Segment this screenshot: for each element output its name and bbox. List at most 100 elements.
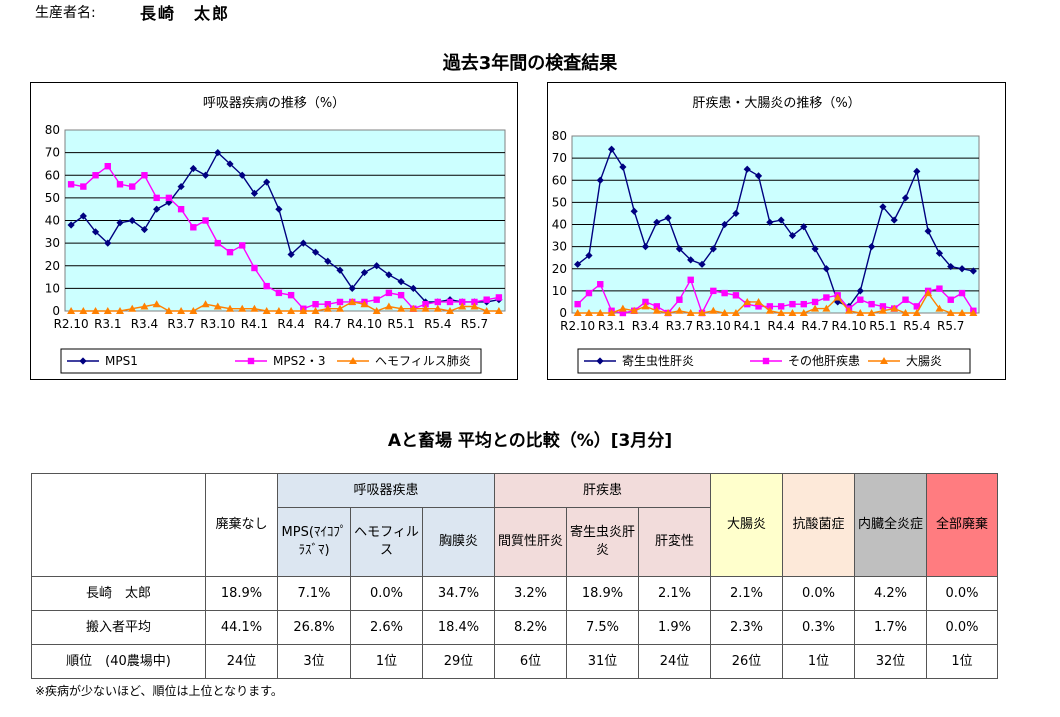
data-point xyxy=(879,203,887,211)
data-point xyxy=(409,284,417,292)
data-point xyxy=(947,296,954,303)
x-tick-label: R4.4 xyxy=(277,317,304,331)
data-point xyxy=(935,249,944,257)
cell: 8.2% xyxy=(494,610,567,645)
respiratory-chart: 呼吸器疾病の推移（%） 0 10 20 30 40 50 60 70 80 R2.10 R3.1 R3.… xyxy=(30,82,518,380)
cell: 7.5% xyxy=(566,610,639,645)
data-point xyxy=(483,296,490,303)
data-point xyxy=(710,287,717,295)
data-point xyxy=(766,218,774,226)
x-tick-label: R3.4 xyxy=(632,319,659,333)
data-point xyxy=(765,306,774,314)
table-row: 順位 (40農場中) 24位 3位 1位 29位 6位 31位 24位 26位 … xyxy=(31,644,998,679)
y-tick-label: 60 xyxy=(552,173,567,187)
data-point xyxy=(867,309,876,316)
data-point xyxy=(709,245,717,253)
legend-marker xyxy=(880,357,888,364)
legend-label: その他肝疾患 xyxy=(788,353,860,368)
data-point xyxy=(924,289,933,297)
data-point xyxy=(324,301,331,308)
data-point xyxy=(856,287,864,295)
data-point xyxy=(946,309,955,316)
data-point xyxy=(470,302,479,310)
data-point xyxy=(969,309,978,316)
col-haiki-nashi: 廃棄なし xyxy=(205,473,278,577)
data-point xyxy=(434,298,441,306)
x-tick-label: R4.4 xyxy=(767,319,794,333)
data-point xyxy=(250,304,259,312)
data-point xyxy=(103,307,112,314)
cell: 26位 xyxy=(710,644,783,679)
legend-marker xyxy=(79,357,87,365)
data-point xyxy=(458,302,467,310)
data-point xyxy=(311,307,320,314)
data-point xyxy=(494,307,503,314)
data-point xyxy=(958,289,966,297)
data-point xyxy=(913,303,921,310)
cell: 18.9% xyxy=(566,576,639,611)
cell: 32位 xyxy=(854,644,927,679)
data-point xyxy=(653,303,660,310)
data-point xyxy=(214,239,221,247)
data-point xyxy=(336,298,344,306)
legend-marker xyxy=(349,357,357,364)
data-point xyxy=(164,307,173,314)
data-point xyxy=(823,294,830,301)
cell: 1位 xyxy=(926,644,998,679)
cell: 2.1% xyxy=(638,576,711,611)
data-point xyxy=(811,298,819,306)
row-label: 長崎 太郎 xyxy=(31,576,206,611)
legend-label: 大腸炎 xyxy=(906,354,942,368)
data-point xyxy=(720,309,729,316)
data-point xyxy=(924,227,932,235)
data-point xyxy=(104,163,111,170)
legend-label: ヘモフィルス肺炎 xyxy=(375,354,471,368)
data-point xyxy=(800,300,807,308)
data-point xyxy=(732,292,740,299)
data-point xyxy=(226,304,234,312)
data-point xyxy=(67,221,75,229)
data-point xyxy=(471,298,478,306)
data-point xyxy=(373,262,381,270)
data-point xyxy=(287,291,295,299)
data-point xyxy=(79,212,87,220)
data-point xyxy=(202,217,209,224)
data-point xyxy=(141,172,148,179)
y-tick-label: 70 xyxy=(45,146,60,160)
cell: 2.3% xyxy=(710,610,783,645)
x-tick-label: R5.1 xyxy=(869,319,896,333)
data-point xyxy=(584,309,593,316)
data-point xyxy=(607,309,616,316)
data-point xyxy=(664,309,673,316)
y-tick-label: 70 xyxy=(552,151,567,165)
data-point xyxy=(323,304,332,312)
row-label: 順位 (40農場中) xyxy=(31,644,206,679)
corner-cell xyxy=(31,473,206,577)
data-point xyxy=(336,304,344,312)
data-point xyxy=(777,216,785,224)
footnote: ※疾病が少ないほど、順位は上位となります。 xyxy=(35,684,283,698)
data-point xyxy=(373,296,380,303)
group-respiratory: 呼吸器疾患 xyxy=(277,473,495,508)
col-kousan: 抗酸菌症 xyxy=(782,473,855,577)
data-point xyxy=(189,164,197,173)
data-point xyxy=(384,302,393,310)
cell: 18.4% xyxy=(422,610,495,645)
data-point xyxy=(177,182,185,191)
data-point xyxy=(913,167,921,175)
data-point xyxy=(397,291,405,299)
legend xyxy=(60,348,482,374)
x-tick-label: R3.10 xyxy=(696,319,731,333)
data-point xyxy=(947,262,955,271)
cell: 0.0% xyxy=(782,576,855,611)
cell: 2.6% xyxy=(350,610,423,645)
x-tick-label: R2.10 xyxy=(54,317,89,331)
data-point xyxy=(890,304,899,312)
data-point xyxy=(129,183,136,190)
data-point xyxy=(397,277,405,286)
data-point xyxy=(867,243,876,251)
data-point xyxy=(675,306,684,314)
data-point xyxy=(597,281,604,288)
cell: 26.8% xyxy=(277,610,351,645)
data-point xyxy=(128,304,137,312)
